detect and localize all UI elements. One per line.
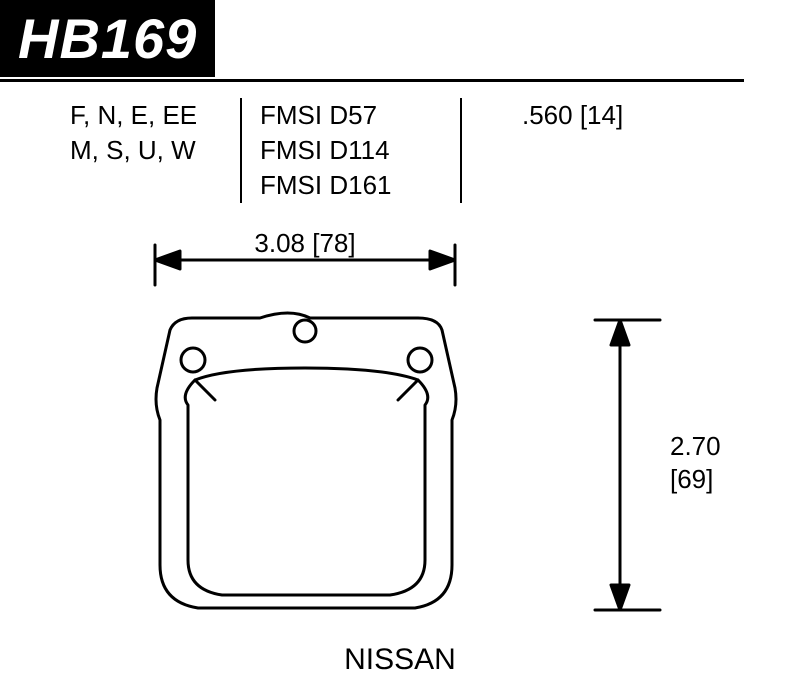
- thickness-value: .560 [14]: [522, 98, 750, 133]
- diagram-area: 3.08 [78] 2.70 [69]: [0, 230, 800, 650]
- height-label-in: 2.70: [670, 431, 721, 461]
- brake-pad-diagram: 3.08 [78] 2.70 [69]: [0, 230, 800, 650]
- compounds-line1: F, N, E, EE: [70, 98, 240, 133]
- fmsi-3: FMSI D161: [260, 168, 460, 203]
- fmsi-column: FMSI D57 FMSI D114 FMSI D161: [240, 98, 460, 203]
- part-number-header: HB169: [0, 0, 215, 77]
- fmsi-2: FMSI D114: [260, 133, 460, 168]
- width-label: 3.08 [78]: [254, 230, 355, 258]
- compounds-line2: M, S, U, W: [70, 133, 240, 168]
- spec-columns: F, N, E, EE M, S, U, W FMSI D57 FMSI D11…: [0, 98, 750, 203]
- brand-label: NISSAN: [0, 643, 800, 677]
- fmsi-1: FMSI D57: [260, 98, 460, 133]
- compounds-column: F, N, E, EE M, S, U, W: [0, 98, 240, 203]
- divider-top: [0, 79, 744, 82]
- height-label-mm: [69]: [670, 464, 713, 494]
- thickness-column: .560 [14]: [460, 98, 750, 203]
